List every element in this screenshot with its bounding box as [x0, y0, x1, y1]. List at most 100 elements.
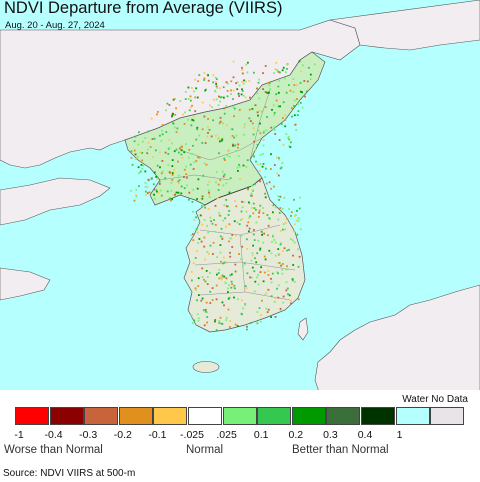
ndvi-pixel	[152, 183, 155, 186]
ndvi-pixel	[221, 278, 223, 281]
ndvi-pixel	[281, 272, 284, 275]
ndvi-pixel	[295, 129, 298, 131]
ndvi-pixel	[293, 114, 296, 117]
ndvi-pixel	[184, 90, 187, 93]
legend-swatch	[326, 407, 361, 425]
ndvi-pixel	[244, 123, 246, 126]
ndvi-pixel	[166, 190, 169, 193]
ndvi-pixel	[155, 189, 158, 192]
ndvi-pixel	[195, 160, 198, 162]
ndvi-pixel	[245, 210, 248, 213]
ndvi-pixel	[198, 134, 201, 137]
ndvi-pixel	[191, 201, 194, 203]
ndvi-pixel	[211, 299, 214, 301]
ndvi-pixel	[283, 196, 286, 199]
ndvi-pixel	[264, 294, 266, 296]
ndvi-pixel	[141, 152, 144, 154]
ndvi-pixel	[251, 254, 254, 257]
ndvi-pixel	[156, 190, 158, 193]
ndvi-pixel	[282, 301, 285, 304]
ndvi-pixel	[190, 271, 193, 273]
ndvi-pixel	[278, 157, 280, 159]
ndvi-pixel	[273, 164, 276, 166]
ndvi-pixel	[218, 277, 221, 280]
ndvi-pixel	[234, 323, 237, 326]
ndvi-pixel	[146, 152, 149, 155]
ndvi-pixel	[287, 137, 290, 140]
ndvi-pixel	[241, 81, 244, 83]
ndvi-pixel	[201, 223, 204, 226]
ndvi-pixel	[284, 228, 286, 231]
ndvi-pixel	[183, 168, 186, 171]
ndvi-pixel	[282, 143, 285, 146]
ndvi-pixel	[261, 299, 263, 302]
ndvi-pixel	[178, 147, 181, 150]
ndvi-pixel	[244, 304, 247, 306]
ndvi-pixel	[207, 79, 210, 82]
ndvi-pixel	[281, 69, 284, 72]
legend-tick: -0.4	[44, 429, 63, 441]
legend-tick: -1	[14, 429, 24, 441]
ndvi-pixel	[228, 223, 231, 226]
ndvi-pixel	[153, 188, 156, 191]
ndvi-pixel	[291, 279, 294, 282]
ndvi-pixel	[225, 81, 228, 84]
ndvi-pixel	[225, 205, 228, 208]
ndvi-pixel	[207, 253, 210, 255]
ndvi-pixel	[284, 221, 287, 224]
ndvi-pixel	[150, 178, 153, 180]
ndvi-pixel	[215, 329, 218, 331]
ndvi-pixel	[242, 164, 245, 167]
ndvi-pixel	[154, 149, 157, 152]
ndvi-pixel	[250, 194, 252, 197]
ndvi-pixel	[198, 238, 201, 240]
ndvi-pixel	[253, 229, 255, 231]
ndvi-pixel	[223, 157, 226, 160]
ndvi-pixel	[227, 150, 229, 152]
ndvi-pixel	[169, 199, 172, 202]
ndvi-pixel	[270, 126, 273, 129]
ndvi-pixel	[257, 239, 260, 242]
ndvi-pixel	[209, 290, 212, 293]
ndvi-pixel	[293, 84, 296, 86]
ndvi-pixel	[147, 130, 150, 133]
ndvi-pixel	[263, 232, 266, 235]
ndvi-pixel	[274, 254, 277, 257]
ndvi-pixel	[161, 129, 163, 132]
legend-swatch	[118, 407, 153, 425]
ndvi-pixel	[174, 126, 176, 129]
ndvi-pixel	[147, 148, 149, 151]
ndvi-pixel	[238, 223, 241, 226]
ndvi-pixel	[190, 152, 192, 155]
ndvi-pixel	[131, 163, 134, 166]
ndvi-pixel	[226, 205, 229, 208]
ndvi-pixel	[203, 324, 206, 327]
ndvi-pixel	[278, 262, 281, 264]
ndvi-pixel	[236, 166, 239, 169]
ndvi-pixel	[230, 128, 233, 130]
ndvi-pixel	[273, 300, 276, 303]
ndvi-pixel	[279, 167, 282, 170]
land-south-korea	[183, 177, 306, 333]
ndvi-pixel	[256, 92, 259, 95]
ndvi-pixel	[246, 238, 248, 241]
ndvi-pixel	[191, 279, 193, 282]
ndvi-pixel	[276, 69, 278, 71]
ndvi-pixel	[248, 216, 251, 219]
ndvi-pixel	[275, 93, 277, 96]
ndvi-pixel	[247, 186, 249, 189]
ndvi-pixel	[273, 239, 276, 241]
ndvi-pixel	[229, 255, 232, 258]
ndvi-pixel	[216, 86, 218, 89]
ndvi-pixel	[299, 102, 302, 104]
legend-swatch	[430, 407, 465, 425]
land-jeju	[192, 361, 220, 373]
ndvi-pixel	[202, 174, 205, 177]
ndvi-pixel	[230, 286, 233, 289]
ndvi-pixel	[160, 140, 163, 142]
ndvi-pixel	[282, 263, 284, 265]
ndvi-pixel	[262, 131, 265, 134]
ndvi-pixel	[252, 244, 254, 247]
ndvi-pixel	[277, 85, 280, 88]
land-shandong	[0, 267, 51, 301]
